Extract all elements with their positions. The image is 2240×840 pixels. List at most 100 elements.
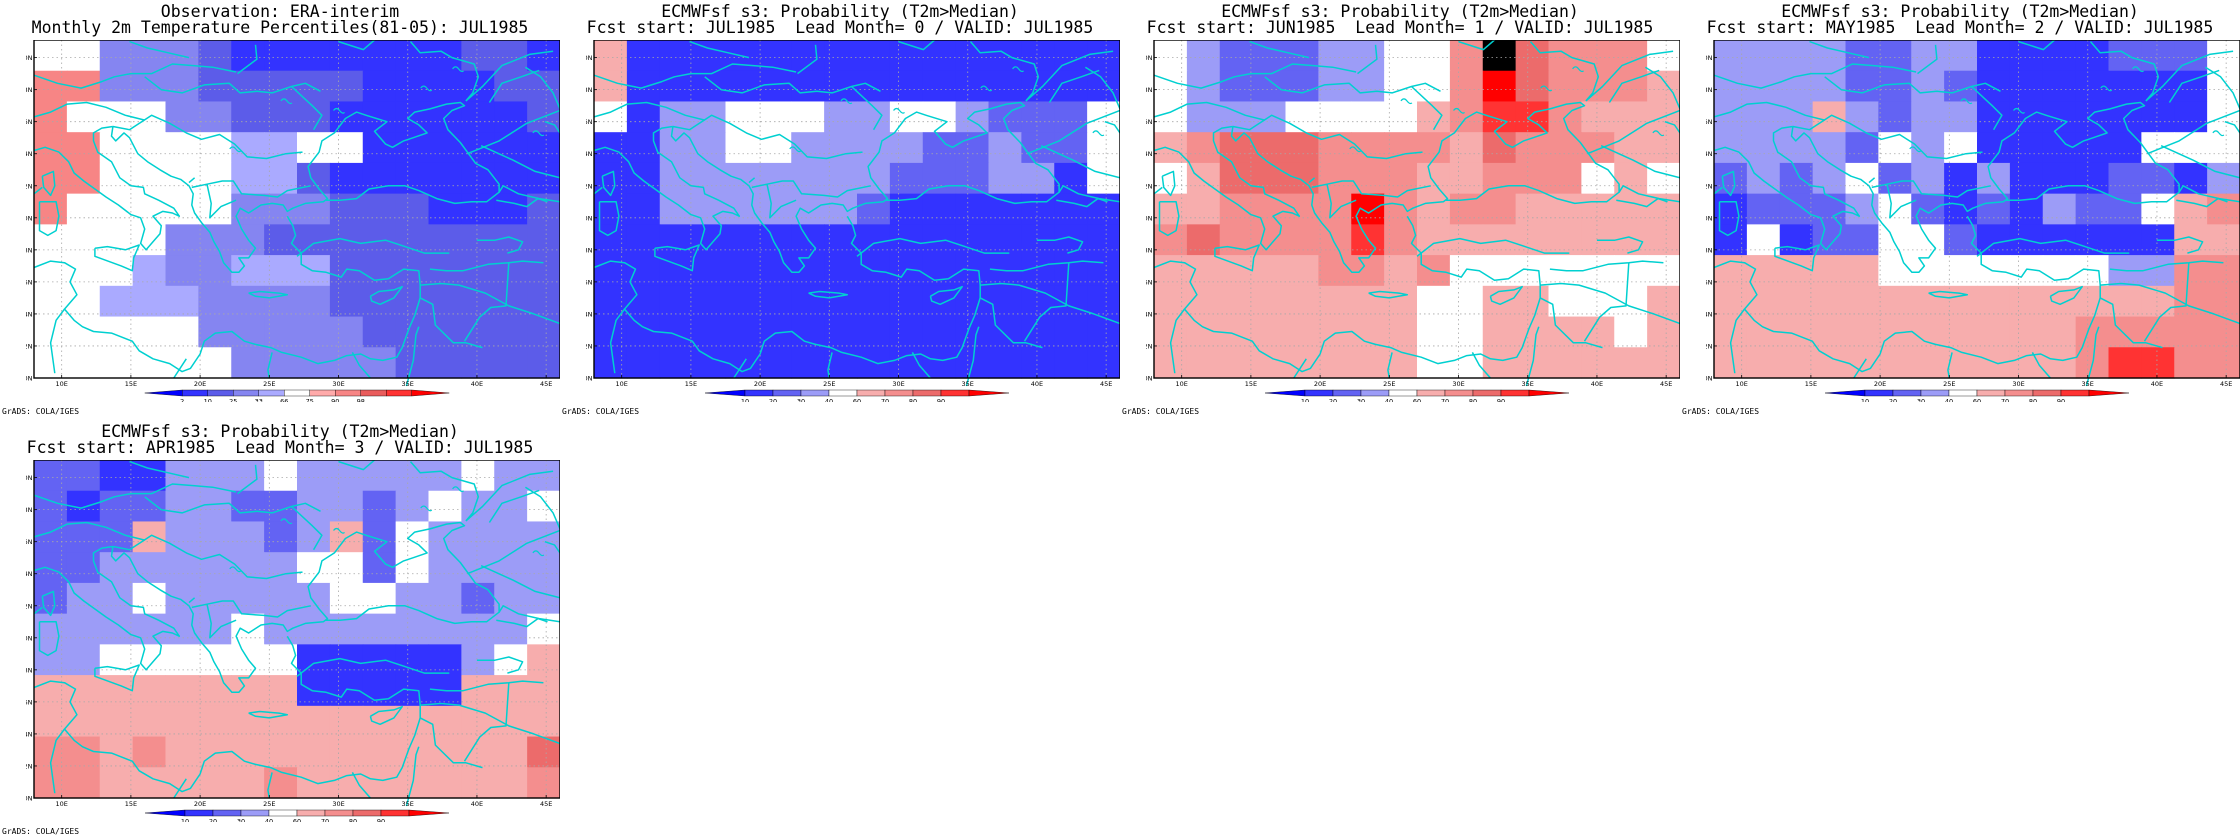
lon-tick-label: 20E xyxy=(1874,380,1886,388)
coastline xyxy=(593,63,797,89)
coastline xyxy=(1387,352,1393,379)
lat-tick-label: 38N xyxy=(1706,246,1713,254)
grid-cell xyxy=(594,347,628,379)
grid-cell xyxy=(1515,101,1550,133)
color-bar-label: 66 xyxy=(280,398,288,403)
grid-cell xyxy=(165,552,199,584)
coastline xyxy=(94,244,140,272)
grid-cell xyxy=(231,521,265,553)
grid-cell xyxy=(395,285,430,318)
grid-cell xyxy=(1449,162,1484,195)
map-chart: 30N 32N 34N 36N 38N 40N 42N 44N 46N 48N 50N 10E 15E 2… xyxy=(586,40,1120,402)
coastline xyxy=(369,705,403,726)
grid-cell xyxy=(198,705,232,738)
coastline xyxy=(429,680,544,692)
grid-cell xyxy=(1878,193,1912,225)
grid-cell xyxy=(1318,255,1352,287)
grid-cell xyxy=(1219,162,1254,195)
grid-cell xyxy=(1186,347,1221,379)
grid-cell xyxy=(1351,255,1385,287)
color-bar-label: 70 xyxy=(881,398,889,403)
grid-cell xyxy=(1614,347,1648,379)
grid-cell xyxy=(461,347,495,379)
lon-tick-label: 40E xyxy=(1591,380,1603,388)
grid-cell xyxy=(1878,347,1912,379)
grid-cell xyxy=(461,582,495,615)
coastline xyxy=(33,521,145,541)
coastline xyxy=(898,40,935,51)
grid-cell xyxy=(889,316,924,348)
grid-cell xyxy=(165,255,199,287)
grid-cell xyxy=(725,132,759,164)
lat-tick-label: 46N xyxy=(1706,118,1713,126)
lat-tick-label: 34N xyxy=(26,310,33,318)
grid-cell xyxy=(99,644,134,676)
coastline xyxy=(1970,85,2003,131)
grid-cell xyxy=(791,70,825,103)
grid-cell xyxy=(395,101,430,133)
grid-cell xyxy=(1449,40,1484,72)
grid-cell xyxy=(1154,70,1188,103)
grid-cell xyxy=(1318,132,1352,164)
grid-cell xyxy=(362,613,397,645)
grid-cell xyxy=(231,736,265,768)
color-bar-segment xyxy=(335,389,361,397)
river-segment xyxy=(1012,66,1024,73)
coastline xyxy=(1169,308,1186,374)
grid-cell xyxy=(66,101,101,133)
map-frame xyxy=(593,40,1120,379)
grid-cell xyxy=(758,347,792,379)
grid-cell xyxy=(1449,285,1484,318)
grid-cell xyxy=(461,675,495,707)
grid-cell xyxy=(297,490,331,523)
grid-cell xyxy=(1219,285,1254,318)
coastline xyxy=(112,534,303,580)
grid-cell xyxy=(132,132,167,164)
grid-cell xyxy=(1318,285,1352,318)
grid-cell xyxy=(362,255,397,287)
grid-cell xyxy=(955,193,990,225)
grid-cell xyxy=(132,255,167,287)
coastline xyxy=(38,201,60,237)
grid-cell xyxy=(428,132,462,164)
grid-cell xyxy=(2108,40,2142,72)
grid-cell xyxy=(1417,193,1451,225)
grid-cell xyxy=(791,347,825,379)
grid-cell xyxy=(791,193,825,225)
grid-cell xyxy=(231,316,265,348)
grid-cell xyxy=(1285,255,1319,287)
lat-tick-label: 30N xyxy=(586,375,593,383)
grid-cell xyxy=(198,70,232,103)
color-bar-segment xyxy=(772,389,802,397)
grid-cell xyxy=(2174,132,2208,164)
grid-cell xyxy=(725,316,759,348)
grid-cell xyxy=(791,132,825,164)
grid-cell xyxy=(791,316,825,348)
coastline xyxy=(1790,101,2180,274)
coastline xyxy=(1868,177,1876,184)
coastline xyxy=(672,114,863,160)
grid-cell xyxy=(1944,316,1978,348)
map-chart: 30N 32N 34N 36N 38N 40N 42N 44N 46N 48N 50N 10E 15E 2… xyxy=(1706,40,2240,402)
color-bar-segment xyxy=(1864,389,1894,397)
grid-cell xyxy=(1154,347,1188,379)
grid-cell xyxy=(395,705,430,738)
river-segment xyxy=(2212,130,2225,137)
grid-cell xyxy=(955,40,990,72)
grid-cell xyxy=(428,162,462,195)
coastline xyxy=(1293,358,1307,379)
grid-cell xyxy=(66,675,101,707)
grid-cell xyxy=(297,316,331,348)
coastline xyxy=(2109,260,2224,272)
grid-cell xyxy=(461,162,495,195)
coastline xyxy=(733,358,747,379)
lat-tick-label: 48N xyxy=(1146,86,1153,94)
lat-tick-label: 40N xyxy=(26,214,33,222)
color-bar-segment xyxy=(856,389,886,397)
grid-cell xyxy=(66,705,101,738)
coastline xyxy=(33,483,237,509)
grid-cell xyxy=(34,132,68,164)
grid-cell xyxy=(132,70,167,103)
grid-cell xyxy=(988,162,1022,195)
grid-cell xyxy=(428,40,462,72)
